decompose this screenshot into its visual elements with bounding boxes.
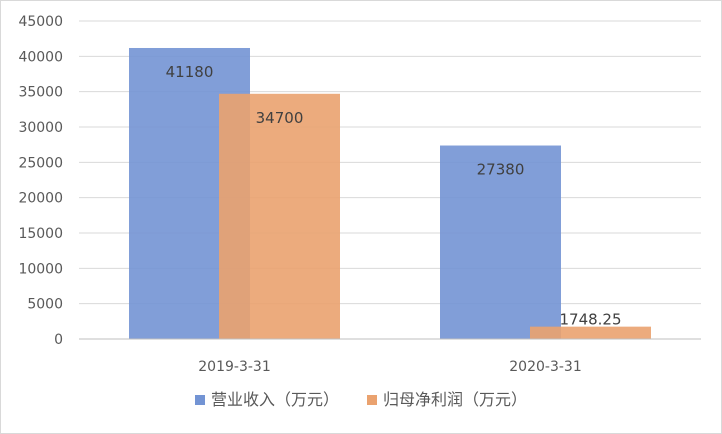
y-tick-label: 20000	[18, 191, 63, 207]
legend-swatch	[195, 395, 205, 405]
data-label: 1748.25	[559, 311, 621, 329]
y-tick-label: 45000	[18, 14, 63, 30]
y-tick-label: 10000	[18, 261, 63, 277]
y-tick-label: 5000	[27, 297, 63, 313]
y-tick-label: 25000	[18, 155, 63, 171]
legend: 营业收入（万元） 归母净利润（万元）	[195, 390, 527, 409]
y-tick-label: 35000	[18, 85, 63, 101]
bar-revenue-1	[440, 145, 561, 339]
data-label: 27380	[477, 161, 525, 179]
bar-net-profit-1	[530, 326, 651, 339]
y-tick-label: 40000	[18, 49, 63, 65]
bars	[129, 47, 651, 340]
x-tick-label: 2020-3-31	[509, 359, 581, 375]
data-label: 34700	[256, 109, 304, 127]
x-tick-label: 2019-3-31	[198, 359, 270, 375]
y-tick-label: 30000	[18, 120, 63, 136]
legend-swatch	[367, 395, 377, 405]
data-label: 41180	[166, 63, 214, 81]
y-tick-label: 0	[54, 332, 63, 348]
axes: 0 5000 10000 15000 20000 25000 30000 35000 40000…	[18, 14, 701, 375]
y-tick-label: 15000	[18, 226, 63, 242]
legend-label: 营业收入（万元）	[211, 390, 339, 409]
bar-net-profit-0	[219, 93, 340, 339]
data-labels: 41180 34700 27380 1748.25	[166, 63, 622, 329]
legend-label: 归母净利润（万元）	[383, 390, 527, 409]
